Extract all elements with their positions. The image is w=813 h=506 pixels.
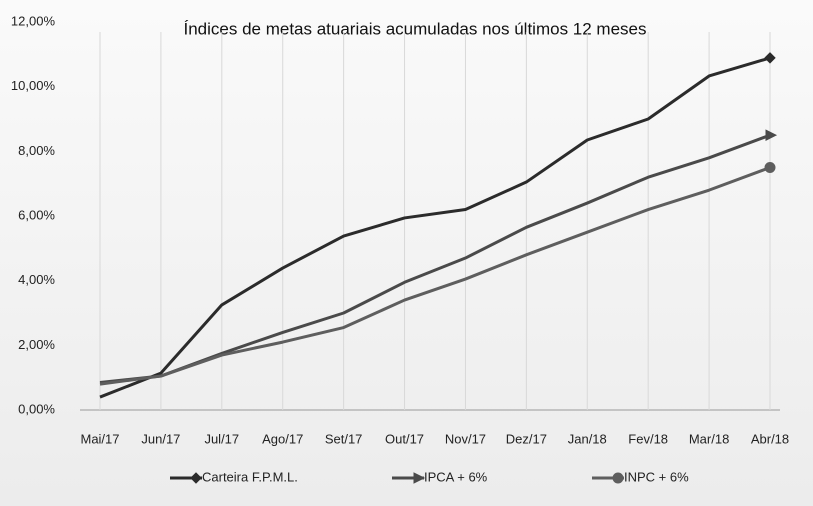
x-tick-label: Dez/17: [506, 431, 547, 446]
chart-title: Índices de metas atuariais acumuladas no…: [183, 19, 646, 38]
x-tick-label: Fev/18: [628, 431, 668, 446]
x-tick-label: Jul/17: [204, 431, 239, 446]
x-tick-label: Mai/17: [80, 431, 119, 446]
legend-marker: [190, 472, 202, 484]
y-tick-label: 8,00%: [18, 143, 55, 158]
end-marker: [764, 52, 776, 64]
y-tick-label: 12,00%: [11, 13, 56, 28]
legend-label: INPC + 6%: [624, 469, 689, 484]
legend-marker: [612, 472, 624, 484]
x-tick-label: Out/17: [385, 431, 424, 446]
legend-marker: [413, 472, 426, 484]
x-tick-label: Nov/17: [445, 431, 486, 446]
series-line: [99, 166, 771, 386]
y-tick-label: 4,00%: [18, 272, 55, 287]
x-tick-label: Ago/17: [262, 431, 303, 446]
series-line: [99, 56, 771, 399]
x-tick-label: Abr/18: [751, 431, 789, 446]
y-tick-label: 6,00%: [18, 207, 55, 222]
y-tick-label: 0,00%: [18, 401, 55, 416]
legend-label: IPCA + 6%: [424, 469, 488, 484]
legend-label: Carteira F.P.M.L.: [202, 469, 298, 484]
y-tick-label: 2,00%: [18, 337, 55, 352]
x-tick-label: Mar/18: [689, 431, 729, 446]
end-marker: [765, 129, 778, 141]
x-tick-label: Set/17: [325, 431, 363, 446]
end-marker: [764, 162, 776, 173]
y-tick-label: 10,00%: [11, 78, 56, 93]
x-tick-label: Jun/17: [141, 431, 180, 446]
x-tick-label: Jan/18: [568, 431, 607, 446]
